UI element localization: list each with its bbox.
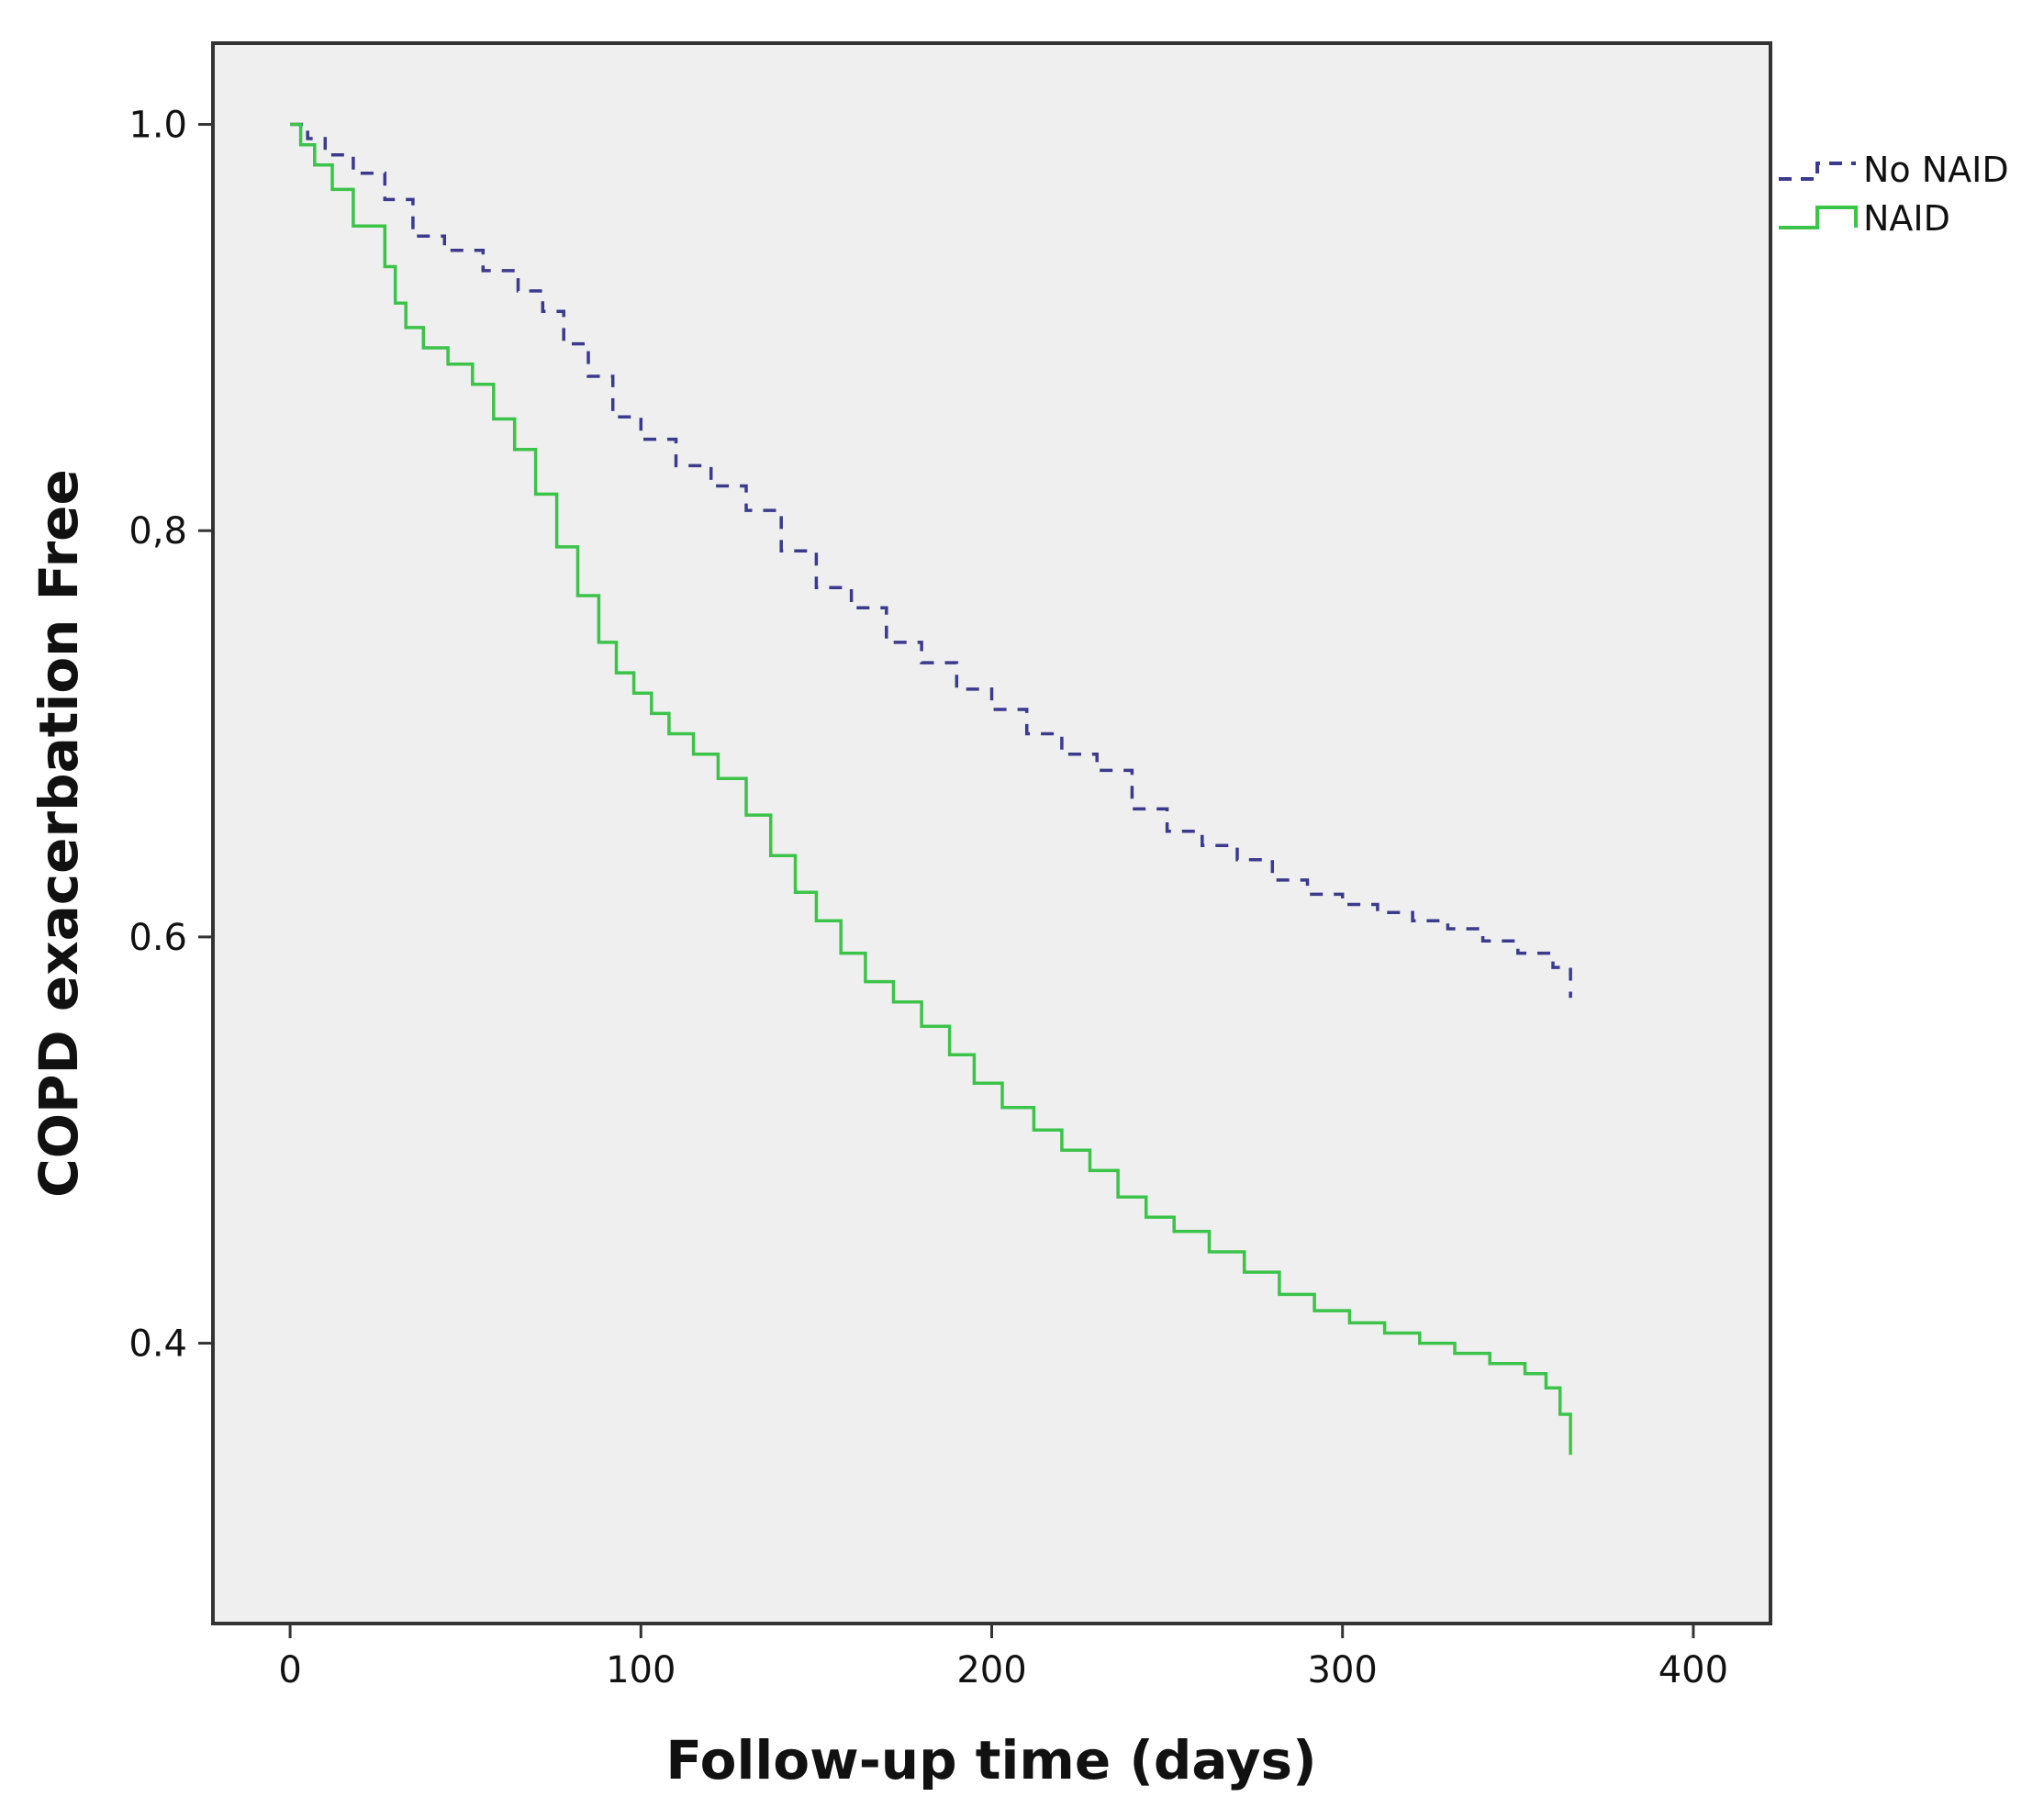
x-tick-label: 300 <box>1308 1649 1378 1691</box>
y-axis-ticks: 0.4 0.6 0,8 1.0 <box>128 105 213 1366</box>
y-tick-label: 0.6 <box>128 917 187 959</box>
x-tick-label: 100 <box>606 1649 676 1691</box>
plot-area <box>211 41 1772 1625</box>
x-tick-label: 400 <box>1659 1649 1728 1691</box>
y-tick-label: 0,8 <box>128 510 187 552</box>
x-tick-label: 0 <box>278 1649 301 1691</box>
legend-label-no-naid: No NAID <box>1863 150 2009 190</box>
legend-label-naid: NAID <box>1863 198 1950 239</box>
legend: No NAID NAID <box>1779 150 2009 239</box>
legend-swatch-naid <box>1779 206 1858 229</box>
y-axis-title: COPD exacerbation Free <box>28 469 90 1198</box>
series-line-naid <box>290 122 1572 1456</box>
x-axis-ticks: 0 100 200 300 400 <box>278 1624 1728 1691</box>
x-tick-label: 200 <box>956 1649 1026 1691</box>
series-layer <box>290 122 1572 1456</box>
y-tick-label: 1.0 <box>128 105 187 147</box>
x-axis-title: Follow-up time (days) <box>665 1729 1316 1791</box>
y-tick-label: 0.4 <box>128 1323 187 1366</box>
legend-swatch-no-naid <box>1779 162 1856 181</box>
